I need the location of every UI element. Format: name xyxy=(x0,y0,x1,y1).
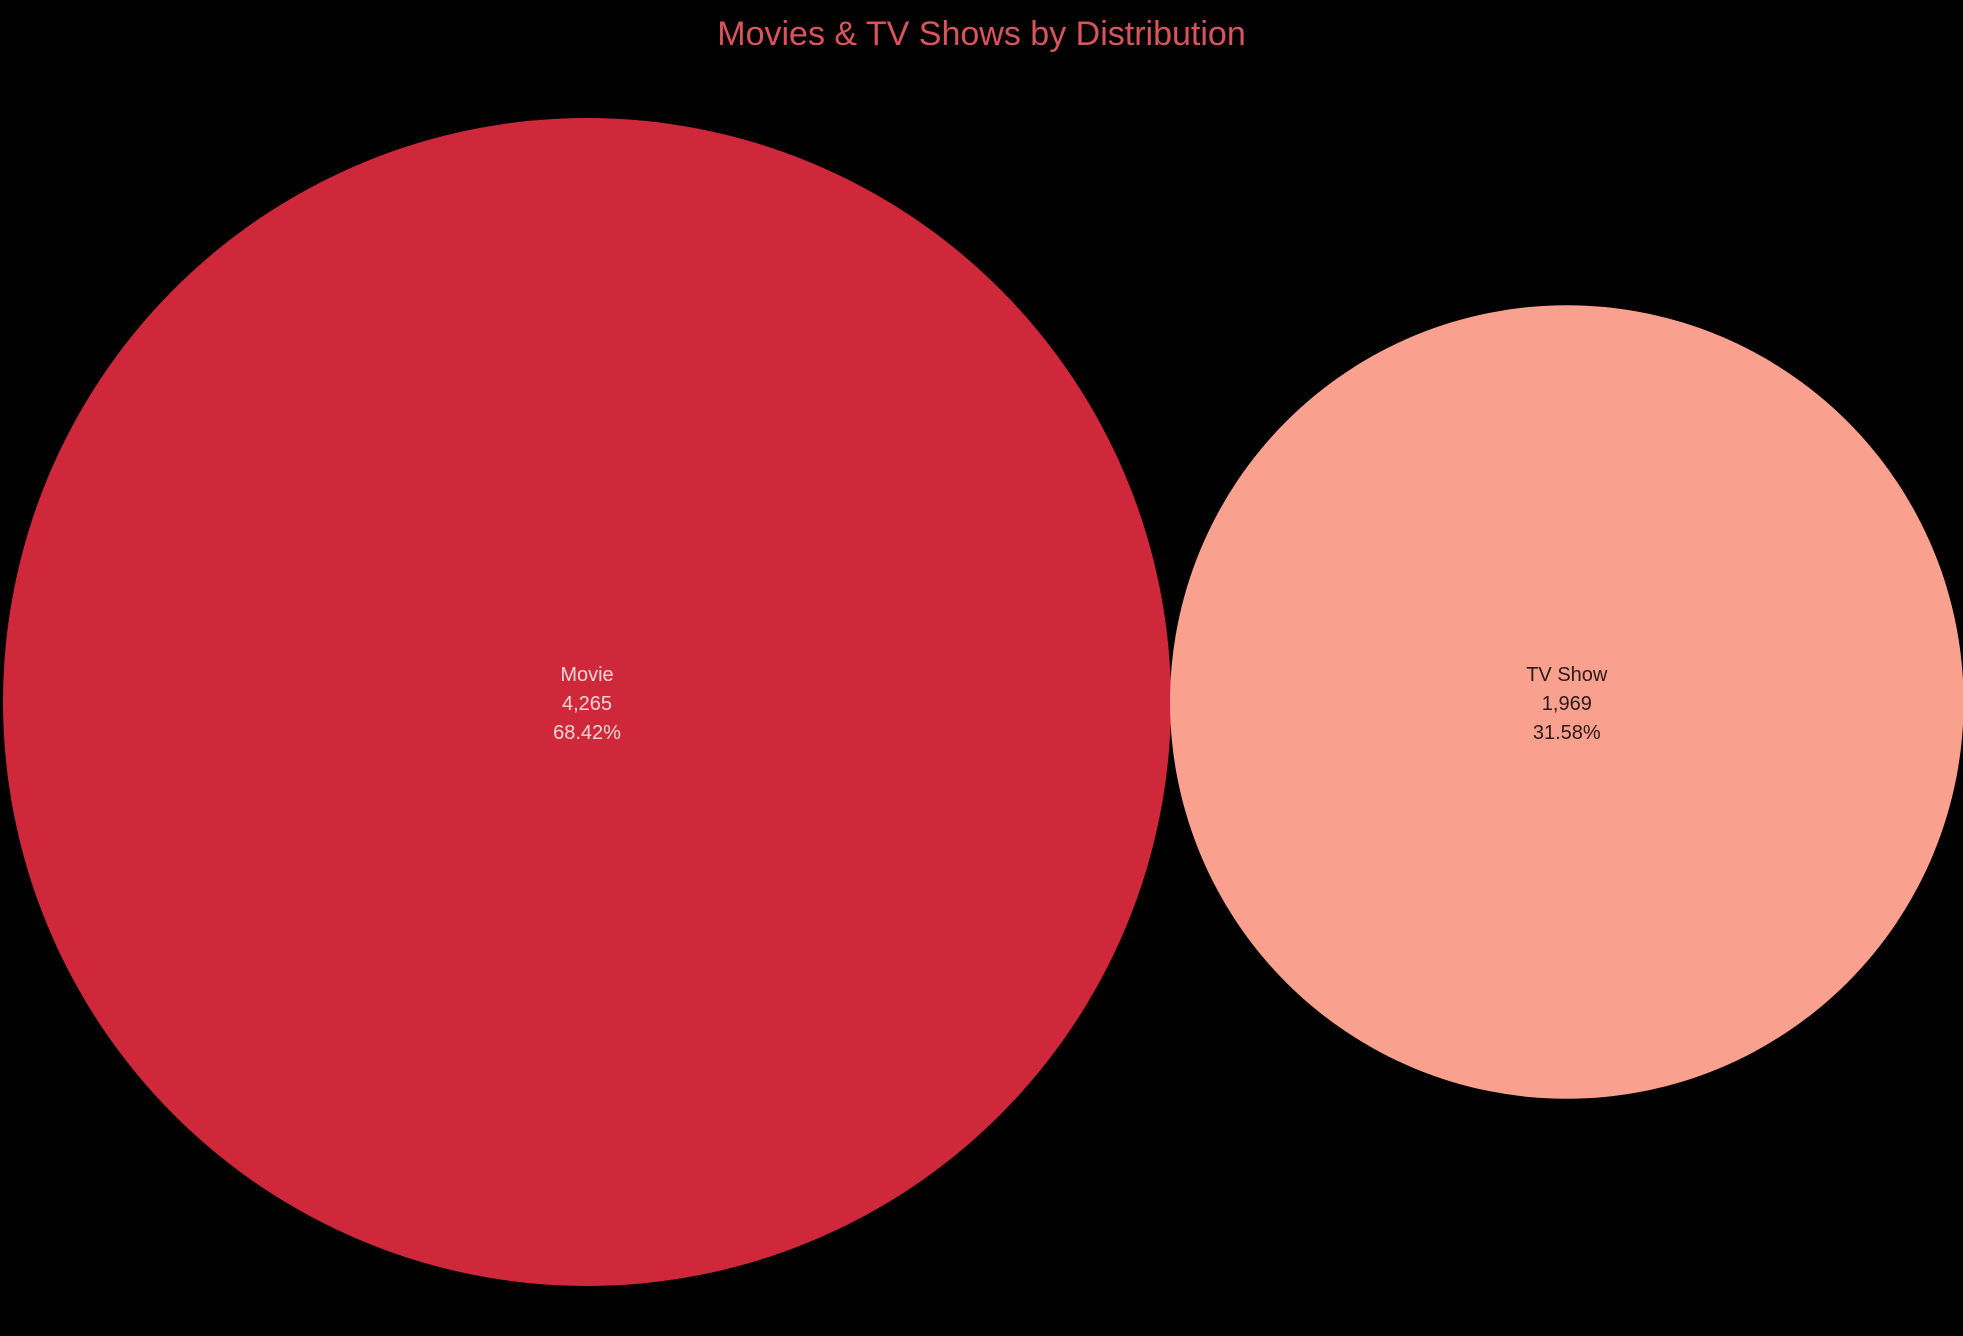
bubble-value-label-0: 4,265 xyxy=(562,693,612,715)
bubble-category-label-1: TV Show xyxy=(1526,664,1608,686)
bubble-0[interactable] xyxy=(3,118,1171,1286)
bubble-1[interactable] xyxy=(1170,305,1963,1099)
bubble-percent-label-1: 31.58% xyxy=(1533,722,1601,744)
bubble-percent-label-0: 68.42% xyxy=(553,722,621,744)
bubble-value-label-1: 1,969 xyxy=(1542,693,1592,715)
bubble-category-label-0: Movie xyxy=(560,664,613,686)
bubble-group-1[interactable]: TV Show 1,969 31.58% xyxy=(1170,305,1963,1099)
bubble-group-0[interactable]: Movie 4,265 68.42% xyxy=(3,118,1171,1286)
chart-title: Movies & TV Shows by Distribution xyxy=(717,15,1246,53)
